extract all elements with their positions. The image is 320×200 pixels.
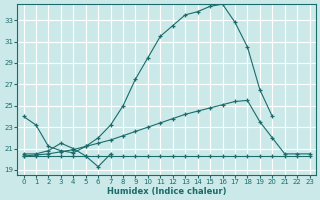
X-axis label: Humidex (Indice chaleur): Humidex (Indice chaleur) xyxy=(107,187,226,196)
